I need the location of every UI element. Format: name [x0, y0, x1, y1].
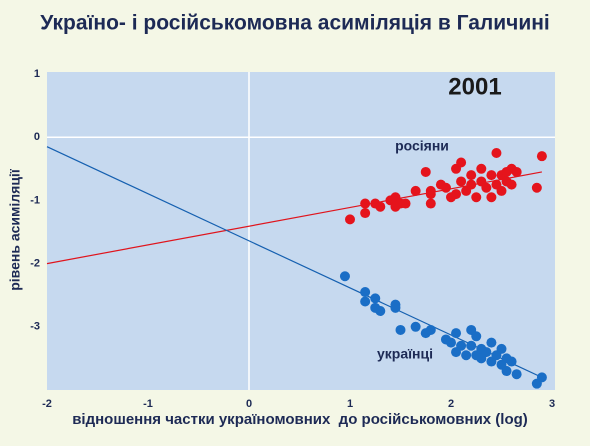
point: [501, 366, 512, 377]
annotation: 2001: [448, 73, 501, 100]
trend-line: [46, 171, 543, 265]
point: [375, 306, 386, 316]
point: [461, 350, 472, 361]
x-tick-label: -1: [143, 398, 153, 410]
point: [425, 189, 436, 200]
chart-title: Україно- і російськомовна асиміляція в Г…: [40, 12, 550, 35]
point: [390, 299, 401, 310]
point: [410, 185, 421, 196]
point: [481, 182, 492, 193]
series-label: українці: [377, 346, 433, 362]
point: [486, 337, 497, 348]
point: [345, 214, 355, 225]
point: [496, 343, 507, 354]
point: [360, 198, 371, 209]
point: [486, 170, 497, 181]
y-tick-label: -3: [30, 321, 40, 333]
point: [440, 182, 451, 193]
point: [456, 340, 467, 351]
point: [446, 337, 456, 348]
point: [476, 163, 487, 174]
x-tick-label: 1: [347, 398, 353, 410]
series-label: росіяни: [395, 138, 449, 154]
point: [370, 293, 381, 304]
x-tick-label: 3: [549, 398, 555, 410]
point: [506, 179, 517, 190]
y-tick-label: -2: [30, 258, 40, 270]
point: [360, 296, 371, 307]
x-tick-label: 0: [246, 398, 252, 410]
point: [466, 340, 477, 351]
point: [511, 369, 522, 380]
point: [511, 166, 522, 177]
point: [536, 151, 547, 162]
point: [420, 166, 431, 177]
point: [410, 321, 421, 332]
point: [491, 148, 502, 158]
point: [536, 372, 547, 383]
point: [471, 331, 482, 342]
point: [471, 192, 482, 203]
point: [506, 356, 517, 367]
point: [395, 324, 406, 335]
point: [531, 182, 542, 193]
point: [481, 347, 492, 358]
point: [360, 208, 371, 219]
point: [360, 287, 371, 298]
point: [486, 192, 497, 203]
point: [451, 328, 462, 339]
x-tick-label: 2: [448, 398, 454, 410]
point: [456, 176, 467, 187]
point: [339, 271, 350, 282]
x-tick-label: -2: [42, 398, 52, 410]
trend-line: [46, 146, 543, 378]
x-axis-label: відношення частки україномовних до росій…: [72, 411, 528, 428]
y-tick-label: -1: [30, 194, 40, 206]
point: [451, 189, 462, 200]
point: [425, 198, 436, 209]
point: [425, 324, 436, 335]
point: [496, 185, 507, 196]
point: [466, 170, 477, 181]
y-tick-label: 1: [34, 68, 40, 80]
point: [466, 179, 477, 190]
plot-area: [47, 72, 555, 390]
y-axis-label: рівень асиміляції: [7, 168, 23, 291]
y-tick-label: 0: [34, 131, 40, 143]
point: [400, 198, 411, 209]
point: [456, 157, 467, 168]
point: [375, 201, 386, 212]
